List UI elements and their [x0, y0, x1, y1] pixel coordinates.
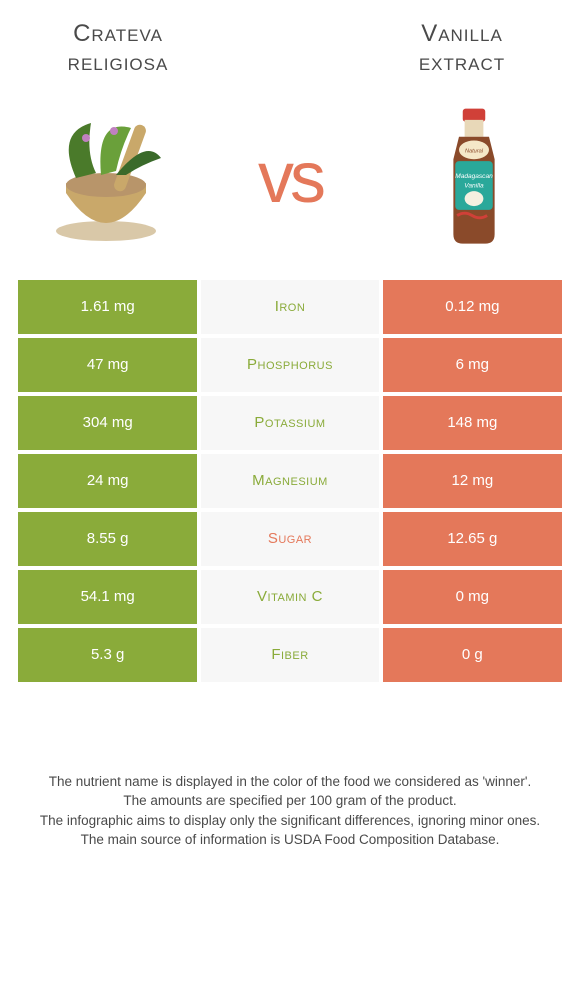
title-left-line1: Crateva	[73, 20, 163, 47]
title-right: Vanilla extract	[362, 20, 562, 78]
footer-line-1: The nutrient name is displayed in the co…	[24, 772, 556, 792]
svg-text:Natural: Natural	[465, 148, 484, 154]
mortar-pestle-icon	[36, 103, 176, 253]
cell-nutrient-label: Magnesium	[201, 454, 378, 508]
cell-nutrient-label: Sugar	[201, 512, 378, 566]
table-row: 8.55 gSugar12.65 g	[18, 512, 562, 566]
title-right-line1: Vanilla	[421, 20, 503, 47]
table-row: 47 mgPhosphorus6 mg	[18, 338, 562, 392]
cell-left-value: 54.1 mg	[18, 570, 197, 624]
title-right-line2: extract	[419, 49, 505, 76]
cell-nutrient-label: Vitamin C	[201, 570, 378, 624]
cell-left-value: 304 mg	[18, 396, 197, 450]
svg-text:Madagascan: Madagascan	[455, 173, 493, 180]
header-titles: Crateva religiosa Vanilla extract	[18, 20, 562, 78]
title-left: Crateva religiosa	[18, 20, 218, 78]
title-left-line2: religiosa	[68, 49, 169, 76]
cell-right-value: 6 mg	[383, 338, 562, 392]
table-row: 1.61 mgIron0.12 mg	[18, 280, 562, 334]
footer-line-3: The infographic aims to display only the…	[24, 811, 556, 831]
cell-right-value: 148 mg	[383, 396, 562, 450]
cell-left-value: 8.55 g	[18, 512, 197, 566]
cell-left-value: 47 mg	[18, 338, 197, 392]
table-row: 5.3 gFiber0 g	[18, 628, 562, 682]
right-food-image: Natural Madagascan Vanilla	[394, 98, 554, 258]
vs-label: vs	[258, 137, 322, 219]
cell-right-value: 12 mg	[383, 454, 562, 508]
cell-left-value: 24 mg	[18, 454, 197, 508]
cell-nutrient-label: Fiber	[201, 628, 378, 682]
svg-text:Vanilla: Vanilla	[464, 182, 484, 189]
left-food-image	[26, 98, 186, 258]
cell-right-value: 0 g	[383, 628, 562, 682]
footer-line-2: The amounts are specified per 100 gram o…	[24, 791, 556, 811]
cell-right-value: 0.12 mg	[383, 280, 562, 334]
cell-right-value: 0 mg	[383, 570, 562, 624]
cell-nutrient-label: Iron	[201, 280, 378, 334]
table-row: 24 mgMagnesium12 mg	[18, 454, 562, 508]
table-row: 304 mgPotassium148 mg	[18, 396, 562, 450]
footer-line-4: The main source of information is USDA F…	[24, 830, 556, 850]
cell-left-value: 5.3 g	[18, 628, 197, 682]
images-row: vs Natural Madagascan Vanilla	[18, 98, 562, 258]
table-row: 54.1 mgVitamin C0 mg	[18, 570, 562, 624]
footer-notes: The nutrient name is displayed in the co…	[18, 772, 562, 850]
cell-nutrient-label: Phosphorus	[201, 338, 378, 392]
cell-left-value: 1.61 mg	[18, 280, 197, 334]
cell-nutrient-label: Potassium	[201, 396, 378, 450]
comparison-table: 1.61 mgIron0.12 mg47 mgPhosphorus6 mg304…	[18, 280, 562, 682]
vanilla-bottle-icon: Natural Madagascan Vanilla	[404, 103, 544, 253]
cell-right-value: 12.65 g	[383, 512, 562, 566]
